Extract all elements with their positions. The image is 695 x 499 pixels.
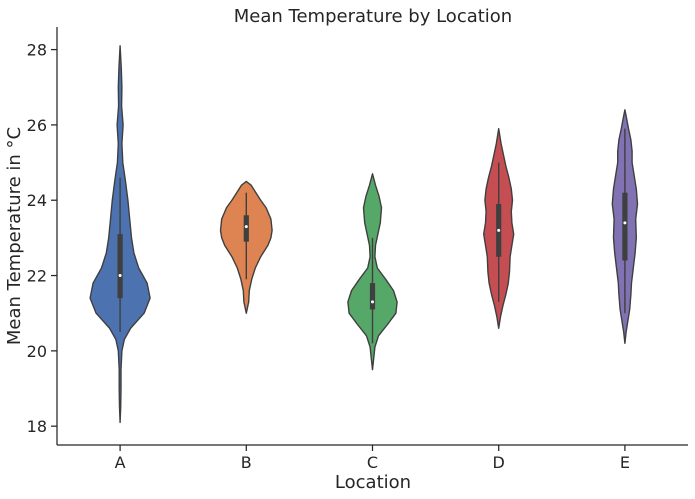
violin-D [483, 127, 515, 329]
violin-iqr-box-A [117, 234, 123, 299]
y-tick-label: 28 [27, 41, 47, 60]
x-axis-ticks: A B C D E [115, 445, 630, 472]
plot-area [89, 45, 639, 424]
violin-A [89, 45, 151, 424]
violin-iqr-box-B [243, 215, 249, 242]
violin-median-A [118, 274, 122, 278]
x-tick-label: A [115, 453, 126, 472]
y-axis-title: Mean Temperature in °C [4, 127, 25, 345]
violin-B [219, 180, 273, 314]
violin-median-B [244, 225, 248, 229]
violin-median-D [497, 228, 501, 232]
chart-title: Mean Temperature by Location [234, 6, 512, 27]
violin-C [347, 173, 398, 371]
x-axis-title: Location [335, 472, 411, 493]
x-tick-label: E [620, 453, 630, 472]
violin-median-E [623, 221, 627, 225]
y-tick-label: 22 [27, 267, 47, 286]
y-tick-label: 24 [27, 191, 47, 210]
violin-iqr-box-C [369, 283, 376, 310]
violin-E [611, 109, 639, 345]
violin-median-C [371, 300, 374, 304]
violin-iqr-box-E [622, 192, 628, 261]
x-tick-label: B [241, 453, 252, 472]
y-tick-label: 26 [27, 116, 47, 135]
y-tick-label: 18 [27, 417, 47, 436]
y-tick-label: 20 [27, 342, 47, 361]
x-tick-label: C [367, 453, 378, 472]
y-axis-ticks: 18 20 22 24 26 28 [27, 41, 57, 436]
x-tick-label: D [493, 453, 505, 472]
